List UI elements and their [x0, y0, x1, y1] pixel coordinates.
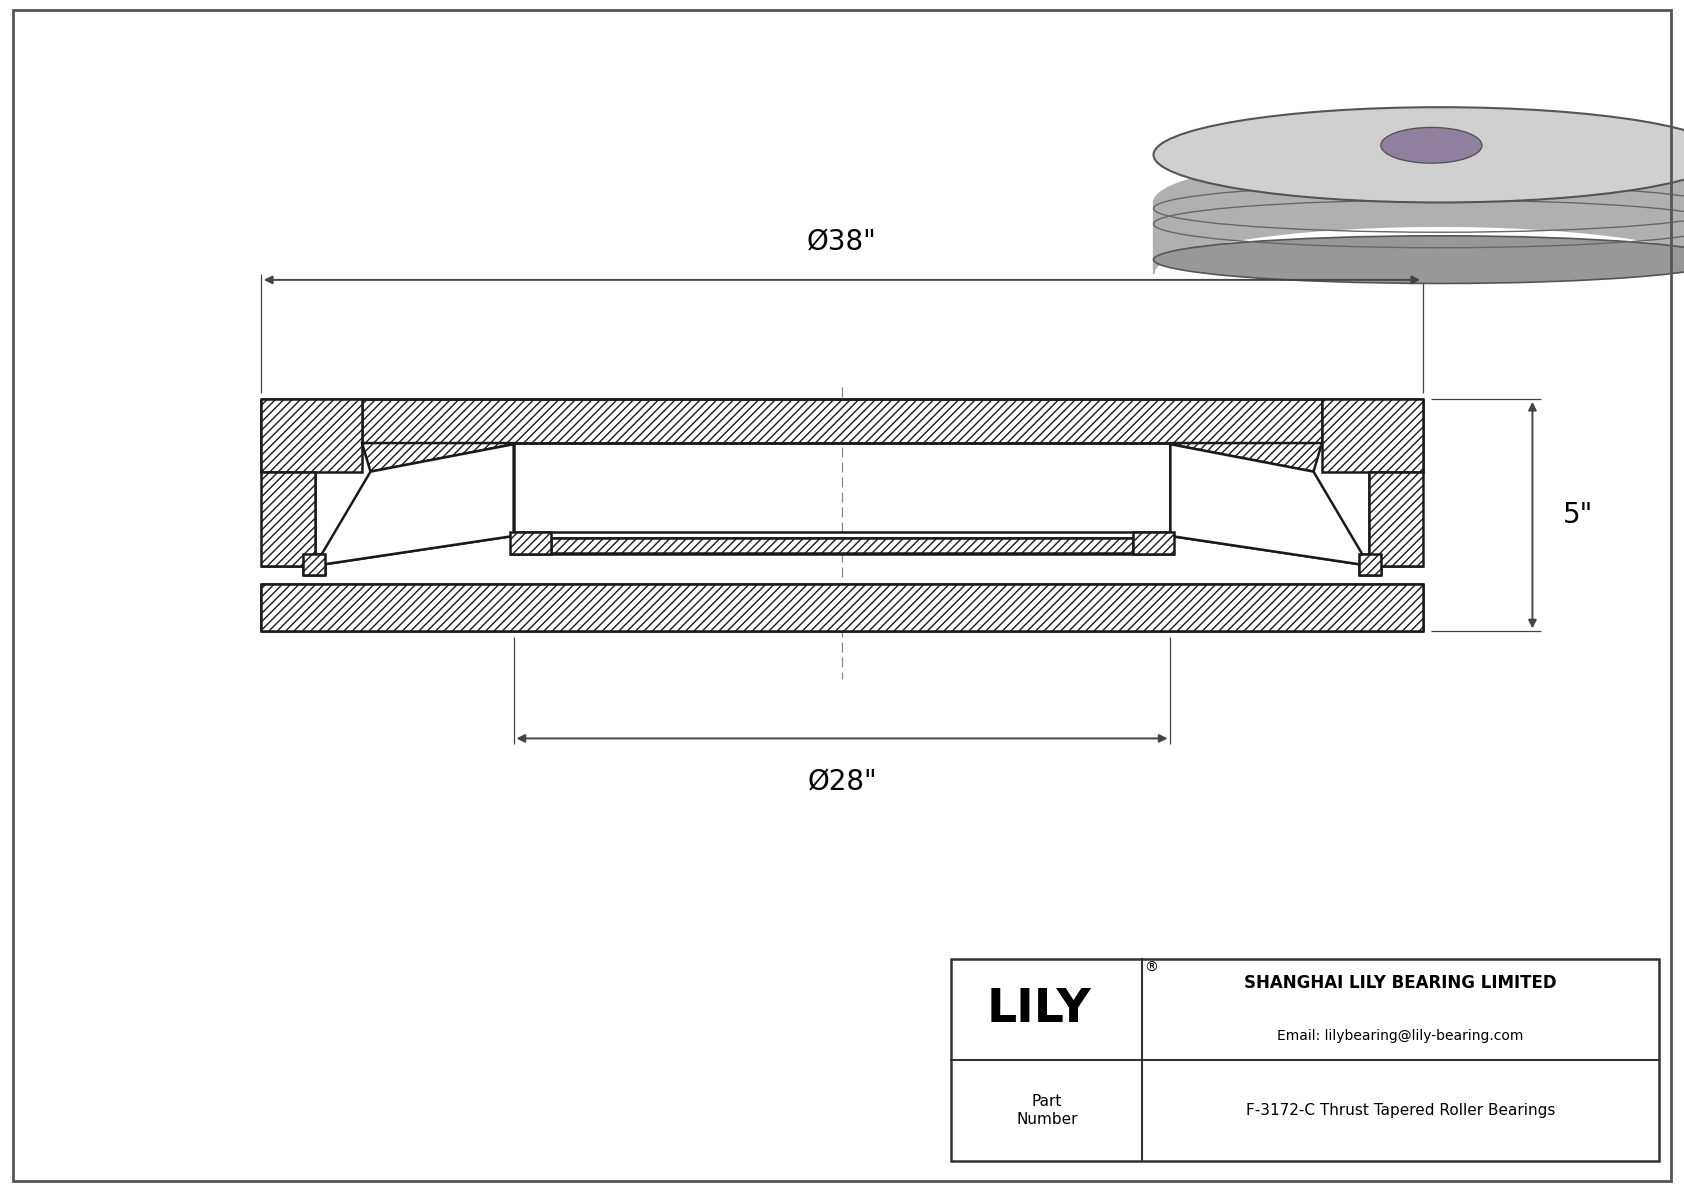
Bar: [510, 532, 551, 554]
Bar: [303, 554, 325, 575]
Polygon shape: [261, 399, 362, 472]
Text: Ø28": Ø28": [807, 768, 877, 797]
Ellipse shape: [1381, 127, 1482, 163]
Ellipse shape: [1154, 236, 1684, 283]
Polygon shape: [1322, 399, 1423, 472]
Bar: [551, 538, 1133, 553]
Polygon shape: [1170, 444, 1369, 566]
Polygon shape: [315, 444, 514, 566]
Text: Email: lilybearing@lily-bearing.com: Email: lilybearing@lily-bearing.com: [1278, 1029, 1524, 1042]
Polygon shape: [1154, 155, 1684, 274]
Polygon shape: [261, 472, 315, 566]
Bar: [1359, 554, 1381, 575]
Text: Part
Number: Part Number: [1015, 1095, 1078, 1127]
Polygon shape: [362, 443, 514, 472]
Polygon shape: [1369, 472, 1423, 566]
Bar: [951, 959, 1659, 1161]
Ellipse shape: [1154, 107, 1684, 202]
Polygon shape: [362, 399, 1322, 443]
Polygon shape: [1170, 443, 1322, 472]
Text: 5": 5": [1563, 501, 1593, 529]
Text: F-3172-C Thrust Tapered Roller Bearings: F-3172-C Thrust Tapered Roller Bearings: [1246, 1103, 1556, 1118]
Bar: [261, 584, 1423, 631]
Text: LILY: LILY: [987, 987, 1091, 1031]
Bar: [1133, 532, 1174, 554]
Text: SHANGHAI LILY BEARING LIMITED: SHANGHAI LILY BEARING LIMITED: [1244, 974, 1558, 992]
Text: ®: ®: [1145, 961, 1159, 974]
Text: Ø38": Ø38": [807, 227, 877, 256]
